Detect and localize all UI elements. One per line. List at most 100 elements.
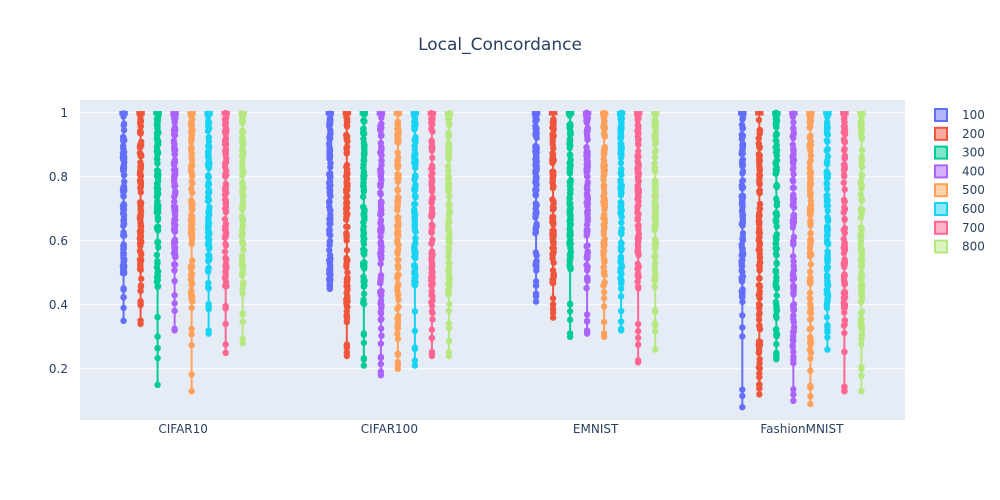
outlier-point <box>137 184 144 192</box>
y-tick-label: 0.2 <box>49 362 68 376</box>
outlier-point <box>807 152 815 159</box>
outlier-point <box>600 146 608 154</box>
outlier-point <box>533 252 540 259</box>
legend-item[interactable]: 300 <box>934 145 985 160</box>
legend-item[interactable]: 400 <box>934 164 985 179</box>
outlier-point <box>549 218 556 226</box>
outlier-point <box>651 266 658 273</box>
outlier-point <box>533 167 540 174</box>
outlier-point <box>138 275 145 282</box>
outlier-point <box>533 144 540 151</box>
outlier-point <box>790 237 797 245</box>
outlier-point <box>239 201 247 209</box>
outlier-point <box>205 303 212 311</box>
box-series-800-FashionMNIST <box>857 111 866 395</box>
outlier-point <box>221 186 229 194</box>
outlier-point <box>823 304 831 312</box>
outlier-point <box>326 118 333 125</box>
outlier-point <box>790 171 797 178</box>
outlier-point <box>739 386 746 393</box>
outlier-point <box>411 263 418 270</box>
outlier-point <box>806 268 814 276</box>
outlier-point <box>223 114 230 121</box>
outlier-point <box>377 253 385 260</box>
outlier-point <box>739 324 746 331</box>
outlier-point <box>635 238 642 245</box>
outlier-point <box>359 193 367 200</box>
outlier-point <box>239 179 246 186</box>
outlier-point <box>377 225 384 232</box>
outlier-point <box>773 252 780 259</box>
outlier-point <box>445 218 452 225</box>
box-series-700-EMNIST <box>633 111 643 366</box>
legend-swatch <box>934 126 948 141</box>
outlier-point <box>600 173 607 180</box>
outlier-point <box>634 283 642 290</box>
outlier-point <box>756 246 763 253</box>
outlier-point <box>566 124 573 132</box>
legend-item[interactable]: 500 <box>934 183 985 198</box>
outlier-point <box>790 110 797 117</box>
legend-item[interactable]: 100 <box>934 108 985 122</box>
box-series-300-CIFAR10 <box>153 111 162 388</box>
outlier-point <box>188 341 195 349</box>
outlier-point <box>188 128 195 136</box>
legend-item[interactable]: 800 <box>934 239 985 254</box>
outlier-point <box>240 168 247 175</box>
outlier-point <box>189 298 196 305</box>
outlier-point <box>445 253 452 261</box>
outlier-point <box>790 184 798 191</box>
outlier-point <box>617 125 624 132</box>
outlier-point <box>772 109 779 117</box>
outlier-point <box>445 167 452 175</box>
outlier-point <box>378 157 385 164</box>
outlier-point <box>566 201 573 208</box>
box-series-600-CIFAR10 <box>204 110 213 337</box>
outlier-point <box>121 256 128 263</box>
outlier-point <box>789 269 797 277</box>
outlier-point <box>549 279 557 287</box>
outlier-point <box>635 136 642 143</box>
outlier-point <box>566 262 573 270</box>
outlier-point <box>429 128 436 135</box>
box-series-800-CIFAR10 <box>238 110 247 347</box>
outlier-point <box>239 189 246 196</box>
outlier-point <box>121 137 128 144</box>
legend-item[interactable]: 200 <box>934 126 985 141</box>
outlier-point <box>584 179 591 186</box>
outlier-point <box>326 246 333 254</box>
outlier-point <box>446 121 453 129</box>
outlier-point <box>773 199 781 206</box>
outlier-point <box>755 135 762 142</box>
outlier-point <box>532 131 539 138</box>
outlier-point <box>171 141 178 148</box>
legend-item[interactable]: 600 <box>934 202 985 216</box>
outlier-point <box>858 146 866 154</box>
outlier-point <box>239 215 246 223</box>
legend-item[interactable]: 700 <box>934 220 985 235</box>
outlier-point <box>120 110 127 117</box>
outlier-point <box>857 317 865 324</box>
outlier-point <box>377 360 385 368</box>
outlier-point <box>857 273 865 280</box>
legend[interactable]: 100 200 300 400 500 600 700 800 <box>934 108 985 254</box>
outlier-point <box>154 313 161 321</box>
outlier-point <box>411 246 418 254</box>
outlier-point <box>583 318 591 325</box>
outlier-point <box>377 297 385 304</box>
outlier-point <box>239 162 246 169</box>
outlier-point <box>188 136 195 144</box>
outlier-point <box>154 124 161 132</box>
outlier-point <box>755 349 763 357</box>
outlier-point <box>137 239 144 247</box>
outlier-point <box>187 197 195 204</box>
outlier-point <box>651 320 659 327</box>
outlier-point <box>652 194 659 201</box>
outlier-point <box>618 264 625 271</box>
outlier-point <box>651 283 658 290</box>
outlier-point <box>584 242 591 249</box>
outlier-point <box>756 200 764 208</box>
outlier-point <box>378 301 385 309</box>
outlier-point <box>755 150 762 158</box>
outlier-point <box>600 182 608 189</box>
